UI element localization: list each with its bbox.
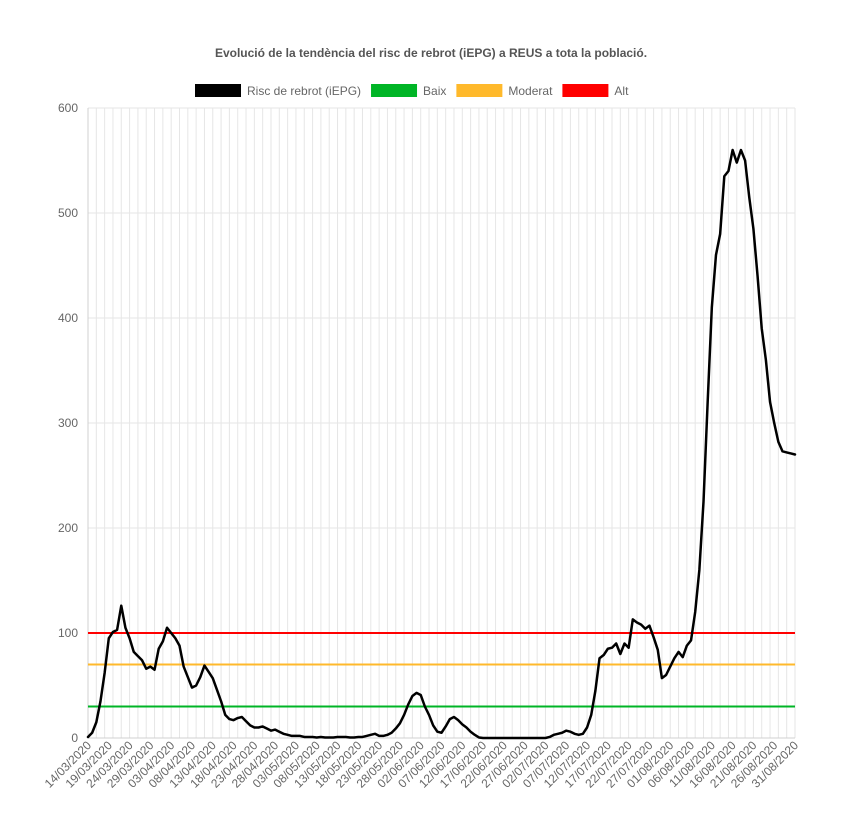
legend-swatch: [195, 84, 241, 97]
legend-label: Alt: [614, 84, 629, 98]
legend-label: Baix: [423, 84, 446, 98]
legend-label: Risc de rebrot (iEPG): [247, 84, 361, 98]
x-axis: 14/03/202019/03/202024/03/202029/03/2020…: [42, 738, 802, 791]
legend-swatch: [456, 84, 503, 97]
y-tick-label: 200: [58, 521, 78, 535]
y-tick-label: 100: [58, 626, 78, 640]
y-axis: 0 100 200 300 400 500 600: [58, 101, 78, 745]
y-tick-label: 0: [71, 731, 78, 745]
threshold-lines: [88, 632, 795, 708]
chart-legend: Risc de rebrot (iEPG) Baix Moderat Alt: [195, 84, 629, 98]
legend-swatch: [371, 84, 418, 97]
series-line-iepg: [86, 148, 797, 740]
y-tick-label: 300: [58, 416, 78, 430]
y-tick-label: 600: [58, 101, 78, 115]
legend-swatch: [562, 84, 609, 97]
series-lines: [86, 148, 797, 740]
y-tick-label: 500: [58, 206, 78, 220]
legend-label: Moderat: [508, 84, 553, 98]
y-tick-label: 400: [58, 311, 78, 325]
chart-title: Evolució de la tendència del risc de reb…: [215, 46, 647, 60]
